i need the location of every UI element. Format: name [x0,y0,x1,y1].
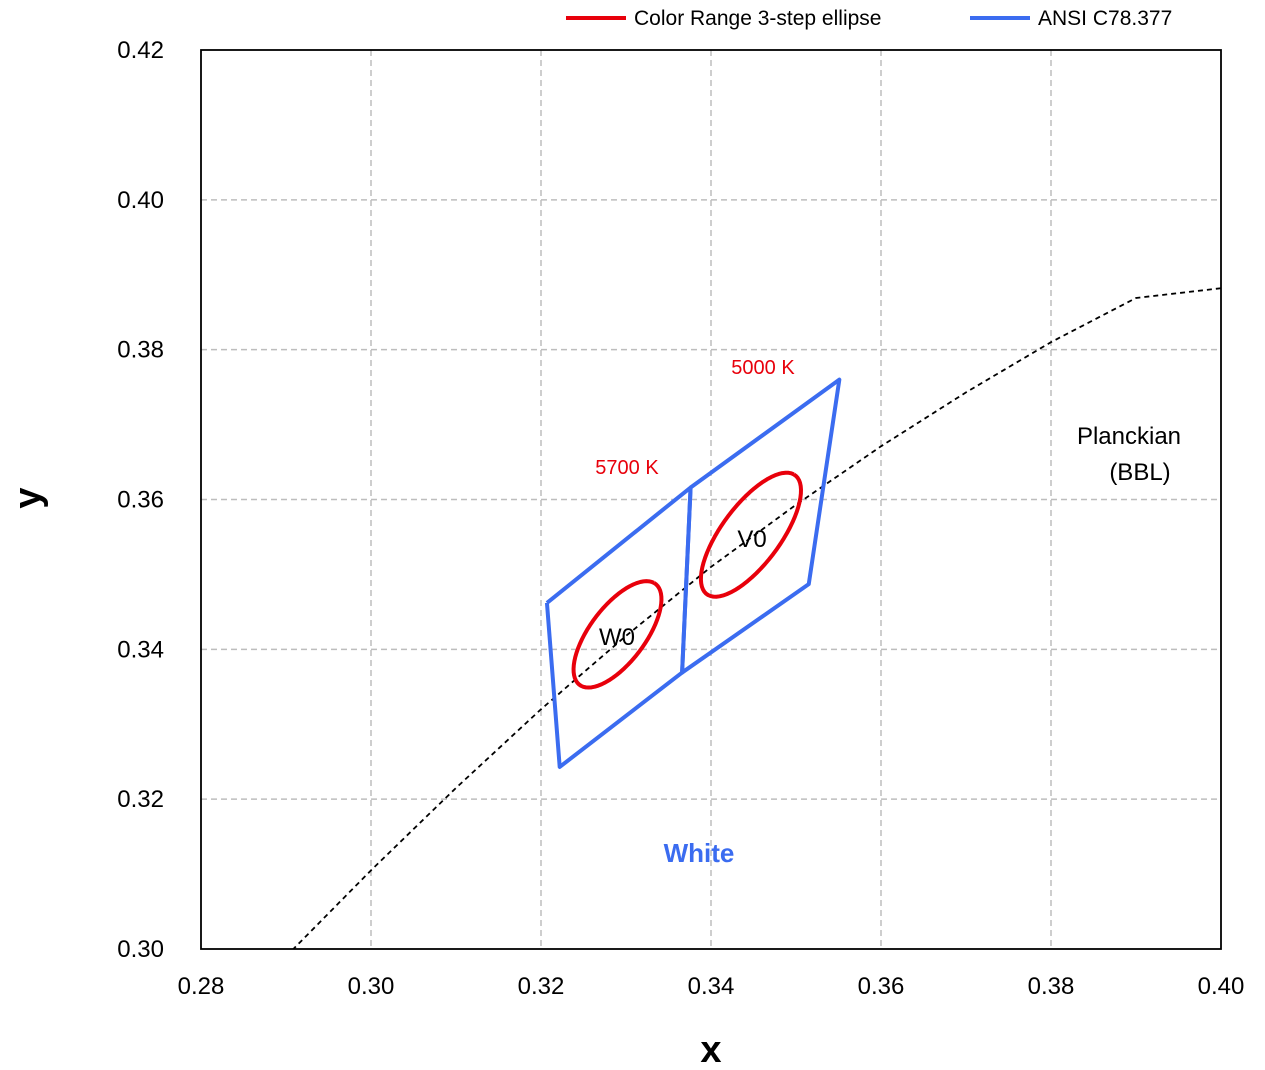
y-tick-label: 0.36 [117,487,164,514]
plot-frame [200,49,1222,950]
x-tick-label: 0.30 [348,973,395,1000]
legend-label-ansi: ANSI C78.377 [1038,7,1172,30]
x-tick-label: 0.34 [688,973,735,1000]
bbl-label-line1: Planckian [1077,423,1181,450]
x-tick-label: 0.38 [1028,973,1075,1000]
x-tick-labels: 0.28 0.30 0.32 0.34 0.36 0.38 0.40 [178,973,1245,1000]
region-label-white: White [664,838,735,868]
y-tick-labels: 0.30 0.32 0.34 0.36 0.38 0.40 0.42 [117,37,164,963]
x-tick-label: 0.40 [1198,973,1245,1000]
cct-label-5700k: 5700 K [595,457,659,479]
grid-lines [201,50,1221,949]
bbl-label-line2: (BBL) [1109,459,1170,486]
planckian-locus-curve [292,287,1221,949]
x-axis-title: x [700,1029,721,1070]
bin-label-v0: V0 [737,526,766,553]
y-tick-label: 0.30 [117,936,164,963]
y-axis-title: y [7,487,49,508]
x-tick-label: 0.36 [858,973,905,1000]
x-tick-label: 0.32 [518,973,565,1000]
ansi-quadrangle-2 [680,377,842,675]
legend-label-ellipse: Color Range 3-step ellipse [634,7,881,30]
y-tick-label: 0.32 [117,786,164,813]
y-tick-label: 0.34 [117,636,164,663]
legend: Color Range 3-step ellipse ANSI C78.377 [566,7,1172,30]
bin-label-w0: W0 [599,624,635,651]
y-tick-label: 0.42 [117,37,164,64]
x-tick-label: 0.28 [178,973,225,1000]
ellipse-v0 [698,470,803,599]
cct-label-5000k: 5000 K [731,357,795,379]
y-tick-label: 0.38 [117,337,164,364]
y-tick-label: 0.40 [117,187,164,214]
plot-area [292,287,1221,949]
ellipse-w0 [571,579,664,690]
